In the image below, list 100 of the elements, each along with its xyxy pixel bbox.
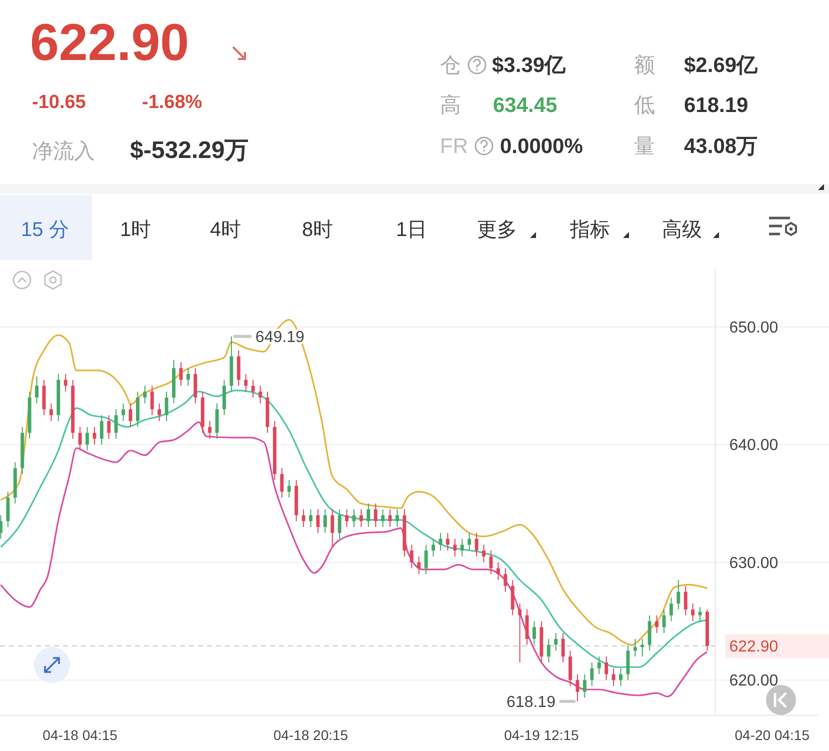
text: $3.39亿 [492, 54, 567, 77]
candlestick [446, 532, 450, 552]
candlestick [143, 385, 147, 404]
candlestick [546, 638, 550, 663]
x-tick-label: 04-18 04:15 [42, 727, 118, 743]
candlestick [684, 585, 688, 616]
candlestick [323, 508, 327, 534]
candlestick [309, 508, 312, 528]
candlestick [86, 426, 89, 451]
candlestick [504, 568, 508, 592]
candlestick [194, 368, 198, 404]
candlestick [474, 532, 478, 557]
text: 618.19 [684, 94, 748, 117]
text: 8时 [302, 219, 334, 241]
candlestick [532, 620, 536, 646]
candlestick [432, 538, 436, 557]
text: FR [440, 135, 468, 158]
candlestick [236, 350, 240, 386]
candlestick [345, 508, 349, 528]
candlestick [100, 414, 104, 446]
text: 高 [440, 94, 461, 117]
candlestick [604, 656, 608, 681]
x-tick-label: 04-18 20:15 [273, 727, 348, 743]
candlestick [468, 532, 472, 552]
candlestick [489, 550, 493, 575]
candlestick [612, 668, 616, 686]
candlestick [496, 562, 500, 581]
candlestick [424, 544, 428, 575]
candlestick [158, 402, 162, 422]
text: 仓 [440, 54, 461, 77]
candlestick [186, 368, 190, 386]
text: 低 [634, 94, 655, 117]
candlestick [338, 508, 342, 540]
candlestick [64, 373, 68, 392]
text: 更多 [477, 219, 517, 241]
text: $-532.29万 [130, 137, 249, 164]
candlestick [453, 538, 457, 557]
candlestick [518, 603, 522, 663]
candlestick [122, 402, 126, 422]
chart-title: 622.90 [30, 14, 190, 72]
text: 634.45 [493, 94, 558, 117]
candlestick [590, 662, 594, 686]
candlestick [150, 385, 154, 416]
text: $2.69亿 [684, 54, 759, 77]
text: -1.68% [142, 92, 202, 113]
candlestick [482, 544, 486, 563]
candlestick [460, 538, 464, 557]
candlestick [280, 468, 284, 498]
candlestick [510, 580, 514, 616]
candlestick [388, 508, 392, 528]
candlestick [568, 650, 572, 686]
candlestick [251, 379, 255, 398]
text: 额 [634, 54, 655, 77]
candlestick [396, 508, 399, 528]
candlestick [676, 580, 680, 610]
candlestick [626, 644, 630, 681]
candlestick [244, 373, 248, 392]
candlestick [330, 508, 334, 548]
y-tick-label: 630.00 [729, 554, 778, 572]
text: 量 [634, 135, 655, 158]
candlestick [554, 632, 558, 652]
candlestick [107, 414, 111, 440]
candlestick [136, 391, 140, 428]
text: 高级 [662, 218, 702, 241]
x-tick-label: 04-20 04:15 [734, 727, 810, 743]
candlestick [302, 508, 306, 528]
candlestick [35, 376, 38, 404]
candlestick [179, 362, 183, 386]
text: 15 分 [21, 219, 69, 241]
text: 指标 [569, 219, 610, 241]
candlestick [410, 544, 414, 569]
candlestick [42, 379, 46, 416]
text: 43.08万 [684, 135, 758, 158]
candlestick [164, 391, 168, 422]
candlestick [633, 638, 637, 658]
candlestick [6, 491, 10, 528]
text: 0.0000% [500, 135, 584, 158]
text: 4时 [210, 219, 242, 241]
candlestick [208, 420, 212, 440]
candlestick [619, 668, 622, 686]
candlestick [366, 502, 370, 528]
candlestick [316, 508, 320, 534]
candlestick [92, 426, 96, 446]
annotation: 618.19 [506, 694, 556, 711]
x-tick-label: 04-19 12:15 [504, 727, 580, 743]
candlestick [374, 502, 378, 528]
ref-line-label: 622.90 [729, 638, 778, 656]
candlestick [582, 674, 586, 698]
candlestick [381, 508, 385, 528]
text: 净流入 [32, 140, 95, 163]
candlestick [258, 385, 262, 404]
candlestick [561, 632, 565, 663]
candlestick [648, 614, 652, 652]
candlestick [417, 556, 421, 575]
candlestick [691, 603, 695, 622]
candlestick [114, 408, 118, 440]
candlestick [78, 426, 82, 451]
text: 1日 [396, 219, 428, 241]
candlestick [655, 614, 659, 634]
candlestick [669, 597, 673, 622]
